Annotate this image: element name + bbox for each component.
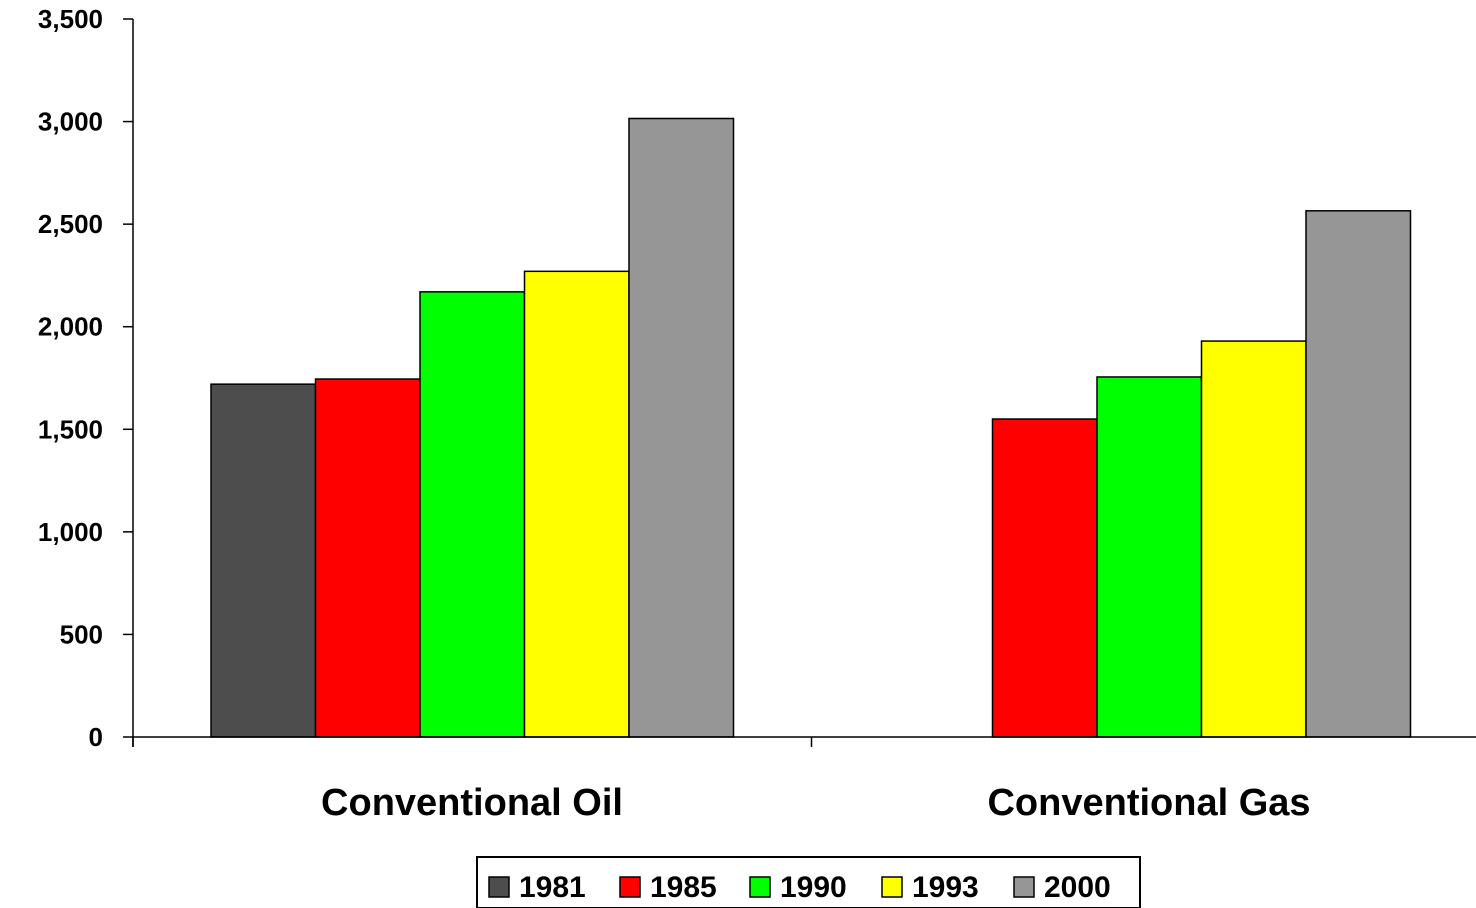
- legend-swatch-1985: [619, 876, 641, 898]
- bar-conventional-oil-1985: [314, 378, 421, 738]
- bar-conventional-gas-1993: [1200, 340, 1307, 738]
- y-tick-label: 1,000: [38, 517, 103, 547]
- x-category-label: Conventional Gas: [987, 782, 1310, 824]
- legend-label-2000: 2000: [1044, 871, 1111, 904]
- plot-bars: [210, 117, 1412, 738]
- y-axis: 0 500 1,000 1,500 2,000 2,500 3,000 3,500: [38, 4, 134, 752]
- bar-conventional-gas-2000: [1305, 210, 1412, 738]
- legend-label-1981: 1981: [519, 871, 586, 904]
- x-axis: Conventional Oil Conventional Gas: [132, 736, 1476, 824]
- legend-swatch-2000: [1013, 876, 1035, 898]
- legend-swatch-1993: [881, 876, 903, 898]
- y-tick-label: 3,000: [38, 107, 103, 137]
- legend-swatch-1990: [749, 876, 771, 898]
- legend-swatch-1981: [488, 876, 510, 898]
- legend-label-1993: 1993: [912, 871, 979, 904]
- legend: 1981 1985 1990 1993 2000: [476, 856, 1141, 908]
- y-tick-label: 2,500: [38, 209, 103, 239]
- bar-conventional-gas-1985: [991, 418, 1098, 738]
- y-tick-label: 3,500: [38, 4, 103, 34]
- y-tick-label: 2,000: [38, 312, 103, 342]
- legend-label-1985: 1985: [650, 871, 717, 904]
- y-tick-label: 1,500: [38, 414, 103, 444]
- bar-conventional-oil-2000: [628, 117, 735, 738]
- legend-label-1990: 1990: [780, 871, 847, 904]
- y-tick-label: 0: [89, 722, 103, 752]
- bar-conventional-oil-1993: [523, 270, 630, 738]
- bar-conventional-oil-1990: [419, 291, 526, 738]
- bar-conventional-gas-1990: [1096, 376, 1203, 738]
- y-tick-label: 500: [60, 619, 103, 649]
- x-category-label: Conventional Oil: [321, 782, 623, 824]
- bar-conventional-oil-1981: [210, 383, 317, 738]
